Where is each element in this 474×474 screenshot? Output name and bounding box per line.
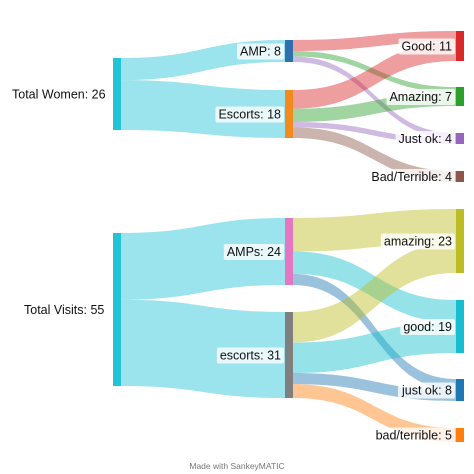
nodes-layer — [113, 31, 464, 442]
credit-text: Made with SankeyMATIC — [189, 461, 284, 471]
node-label-amazing: Amazing: 7 — [389, 90, 452, 104]
node-label-bg-bad2 — [372, 427, 456, 444]
node-label-bg-escorts — [216, 347, 285, 364]
node-label-escorts: escorts: 31 — [220, 349, 281, 363]
node-label-bg-good2 — [400, 319, 456, 335]
node-bar-good — [456, 31, 464, 61]
node-label-amps: AMPs: 24 — [227, 245, 281, 259]
flow-amps-to-good — [293, 251, 456, 323]
node-label-bg-justok2 — [397, 382, 456, 399]
node-label-esc: Escorts: 18 — [218, 108, 281, 122]
flow-amps-to-just-ok — [293, 273, 456, 390]
node-label-amazing2: amazing: 23 — [384, 235, 452, 249]
node-bar-good2 — [456, 300, 464, 353]
node-label-justok2: just ok: 8 — [401, 384, 452, 398]
node-label-good2: good: 19 — [403, 320, 452, 334]
node-label-bg-justok — [395, 131, 456, 147]
flow-escorts-to-amazing — [293, 242, 456, 343]
flow-escorts-to-bad-terrible — [293, 127, 456, 182]
node-label-tv: Total Visits: 55 — [24, 303, 104, 317]
flow-total-visits-to-escorts — [121, 299, 285, 398]
node-bar-escorts — [285, 312, 293, 398]
node-bar-bad — [456, 171, 464, 182]
node-label-tw: Total Women: 26 — [12, 88, 106, 102]
node-label-bg-amp — [237, 43, 285, 60]
node-bar-amazing — [456, 87, 464, 106]
node-label-bad: Bad/Terrible: 4 — [371, 170, 452, 184]
flow-total-women-to-escorts — [121, 80, 285, 138]
node-bar-justok — [456, 133, 464, 144]
node-bar-tw — [113, 58, 121, 130]
node-label-bg-amps — [223, 244, 285, 260]
node-bar-bad2 — [456, 428, 464, 442]
node-label-bg-good — [398, 38, 456, 55]
node-label-bg-amazing — [386, 89, 456, 105]
flow-escorts-to-good — [293, 41, 456, 109]
flow-amp-to-amazing — [293, 51, 456, 93]
node-label-amp: AMP: 8 — [240, 45, 281, 59]
node-bar-esc — [285, 90, 293, 138]
node-bar-amp — [285, 40, 293, 62]
flow-amp-to-good — [293, 31, 456, 51]
node-bar-justok2 — [456, 379, 464, 401]
node-bar-amps — [285, 218, 293, 285]
flow-amp-to-just-ok — [293, 56, 456, 139]
node-label-bg-esc — [215, 106, 285, 123]
node-label-bad2: bad/terrible: 5 — [376, 429, 452, 443]
node-label-good: Good: 11 — [401, 40, 452, 54]
node-label-bg-bad — [368, 169, 456, 185]
node-bar-amazing2 — [456, 209, 464, 273]
node-label-justok: Just ok: 4 — [399, 132, 453, 146]
node-bar-tv — [113, 233, 121, 386]
flow-total-visits-to-amps — [121, 218, 285, 300]
node-label-bg-amazing2 — [380, 233, 456, 250]
labels-layer: Total Women: 26 AMP: 8 Escorts: 18 Good: 11… — [12, 38, 456, 444]
